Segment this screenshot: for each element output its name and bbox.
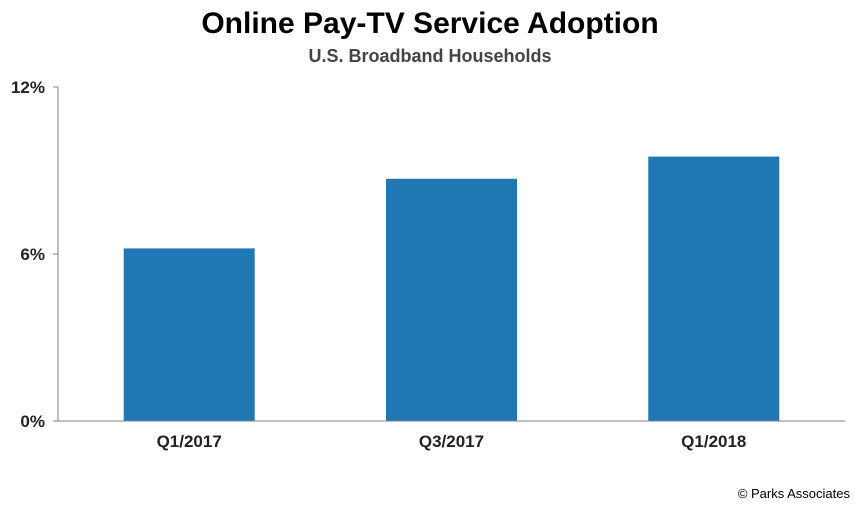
bars-group <box>123 156 780 421</box>
x-tick-labels: Q1/2017 Q3/2017 Q1/2018 <box>157 432 747 451</box>
chart-subtitle: U.S. Broadband Households <box>308 46 552 66</box>
chart-title: Online Pay-TV Service Adoption <box>201 7 659 40</box>
bar-q1-2017 <box>123 248 255 421</box>
y-tick-label: 12% <box>11 78 45 97</box>
x-tick-label: Q1/2017 <box>157 432 222 451</box>
bar-q3-2017 <box>386 178 517 421</box>
y-tick-label: 0% <box>20 412 45 431</box>
x-tick-label: Q3/2017 <box>419 432 484 451</box>
y-tick-label: 6% <box>20 245 45 264</box>
x-tick-label: Q1/2018 <box>681 432 746 451</box>
axes-group <box>53 86 845 422</box>
y-tick-labels: 0% 6% 12% <box>11 78 45 431</box>
copyright-notice: © Parks Associates <box>737 486 850 501</box>
bar-q1-2018 <box>648 156 780 421</box>
